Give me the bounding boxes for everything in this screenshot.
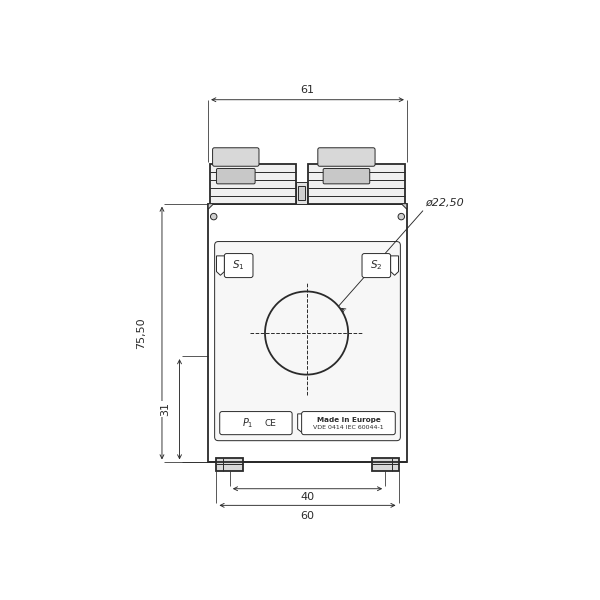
FancyBboxPatch shape [318,148,375,166]
Bar [208,203,407,463]
FancyBboxPatch shape [302,412,395,434]
FancyBboxPatch shape [323,169,370,184]
Bar [372,458,398,471]
Bar [296,182,307,203]
Circle shape [398,214,404,220]
FancyBboxPatch shape [212,148,259,166]
Text: 75,50: 75,50 [136,317,146,349]
Text: Made In Europe: Made In Europe [317,417,380,423]
Text: 40: 40 [301,492,314,502]
Polygon shape [298,414,306,433]
FancyBboxPatch shape [217,169,255,184]
Polygon shape [217,256,224,275]
Text: ø22,50: ø22,50 [425,198,464,208]
FancyBboxPatch shape [362,254,391,278]
Text: 31: 31 [160,402,170,416]
FancyBboxPatch shape [220,412,292,434]
Text: $S_2$: $S_2$ [370,259,383,272]
Bar [210,164,296,203]
FancyBboxPatch shape [224,254,253,278]
Bar [308,164,405,203]
Text: CE: CE [265,419,277,428]
Bar [298,186,305,200]
Circle shape [211,214,217,220]
Text: VDE 0414 IEC 60044-1: VDE 0414 IEC 60044-1 [313,425,384,430]
Text: 60: 60 [301,511,314,521]
Text: $S_1$: $S_1$ [232,259,245,272]
Polygon shape [208,203,214,209]
Bar [217,458,243,471]
Polygon shape [391,256,398,275]
Text: $P_1$: $P_1$ [242,416,254,430]
Polygon shape [401,203,407,209]
FancyBboxPatch shape [215,242,400,440]
Text: 61: 61 [301,85,314,95]
